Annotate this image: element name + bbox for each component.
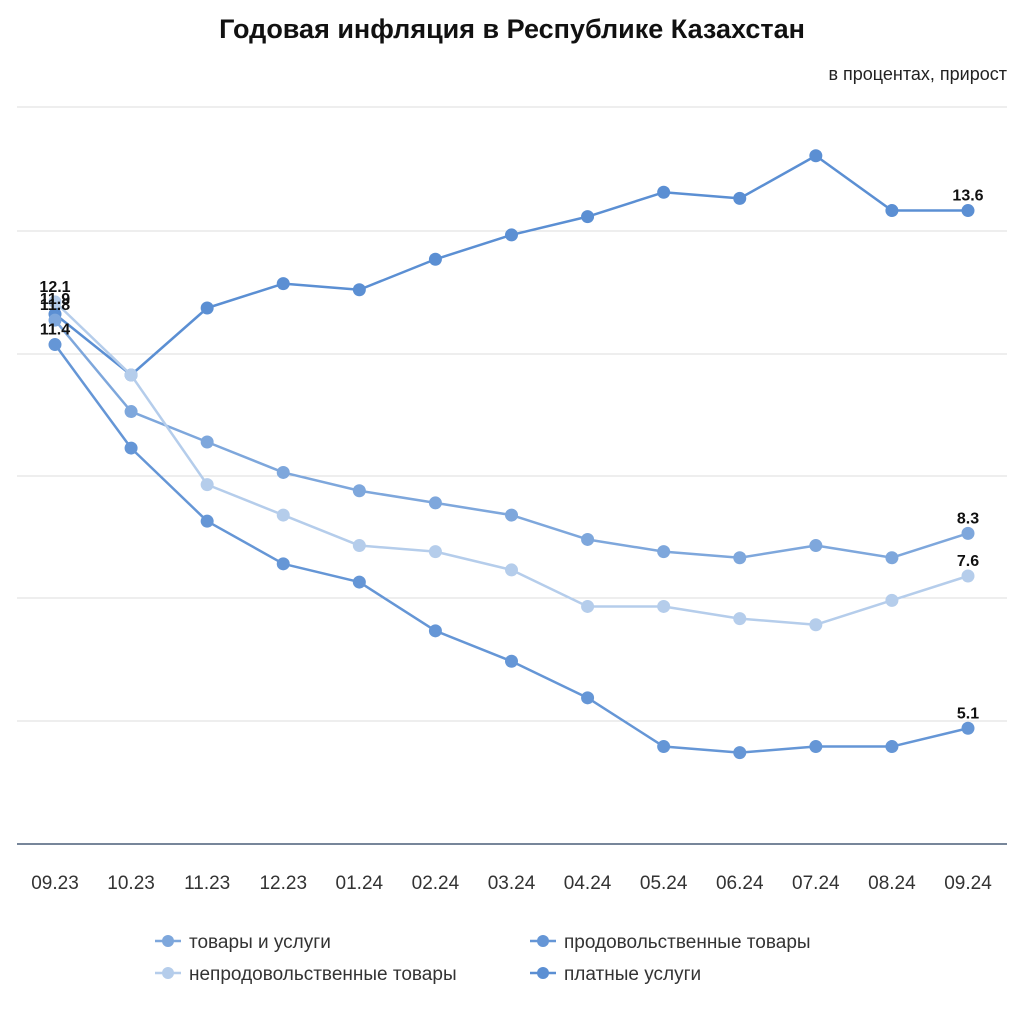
legend-label: непродовольственные товары	[189, 964, 457, 985]
data-point	[581, 599, 595, 613]
data-label: 8.3	[957, 510, 979, 527]
data-point	[428, 545, 442, 559]
x-tick-label: 04.24	[564, 873, 612, 894]
x-tick-label: 12.23	[259, 873, 307, 894]
data-point	[276, 508, 290, 522]
data-label: 11.9	[40, 291, 70, 308]
series-3	[48, 295, 975, 632]
chart-subtitle: в процентах, прирост	[828, 64, 1007, 84]
data-label: 13.6	[952, 188, 983, 205]
data-point	[733, 612, 747, 626]
data-point	[276, 557, 290, 571]
x-tick-label: 09.24	[944, 873, 992, 894]
data-point	[276, 277, 290, 291]
data-label: 7.6	[957, 553, 979, 570]
data-point	[657, 740, 671, 754]
data-point	[276, 465, 290, 479]
data-point	[505, 228, 518, 242]
x-tick-label: 10.23	[107, 873, 155, 894]
data-point	[200, 478, 214, 492]
data-point	[657, 545, 671, 559]
data-point	[961, 721, 975, 735]
data-label: 11.4	[40, 322, 70, 339]
series-line	[54, 154, 968, 377]
x-tick-label: 07.24	[792, 873, 840, 894]
data-point	[581, 210, 595, 224]
x-tick-label: 02.24	[412, 873, 460, 894]
series-group	[48, 149, 975, 760]
chart-title: Годовая инфляция в Республике Казахстан	[219, 14, 805, 44]
data-point	[657, 185, 671, 199]
data-point	[733, 746, 747, 760]
data-point	[733, 551, 747, 565]
data-point	[809, 149, 823, 163]
data-point	[885, 204, 899, 218]
x-tick-label: 03.24	[488, 873, 536, 894]
data-point	[352, 539, 366, 553]
x-tick-label: 05.24	[640, 873, 688, 894]
legend-item: продовольственные товары	[530, 932, 811, 953]
data-point	[428, 496, 442, 510]
legend-marker-icon	[537, 935, 549, 947]
data-point	[581, 532, 595, 546]
x-tick-label: 09.23	[31, 873, 79, 894]
data-point	[124, 405, 138, 419]
data-point	[428, 252, 442, 266]
x-tick-label: 08.24	[868, 873, 916, 894]
x-tick-label: 01.24	[336, 873, 384, 894]
data-point	[581, 691, 595, 705]
data-point	[505, 508, 518, 522]
legend-label: товары и услуги	[189, 932, 331, 953]
data-point	[657, 599, 671, 613]
data-point	[124, 441, 138, 455]
x-axis-ticks: 09.23 10.23 11.23 12.23 01.24 02.24 03.24 04.24…	[31, 873, 992, 894]
data-point	[352, 575, 366, 589]
data-point	[48, 313, 62, 327]
data-point	[885, 740, 899, 754]
grid-lines	[17, 106, 1007, 722]
legend-item: платные услуги	[530, 964, 701, 985]
data-label: 11.8	[40, 297, 70, 314]
x-tick-label: 11.23	[184, 873, 230, 894]
legend-label: продовольственные товары	[564, 932, 811, 953]
legend-marker-icon	[162, 935, 174, 947]
data-point	[352, 283, 366, 297]
series-4	[48, 338, 975, 760]
series-2	[48, 313, 975, 565]
data-point	[352, 484, 366, 498]
data-label: 12.1	[39, 279, 70, 296]
legend-marker-icon	[162, 967, 174, 979]
legend-item: непродовольственные товары	[155, 964, 457, 985]
data-point	[200, 435, 214, 449]
data-point	[809, 740, 823, 754]
legend-label: платные услуги	[564, 964, 701, 985]
data-point	[961, 526, 975, 540]
data-labels: 11.9 13.6 11.8 8.3 12.1 7.6 11.4 5.1	[39, 188, 983, 723]
legend: товары и услуги продовольственные товары н…	[155, 932, 811, 985]
legend-item: товары и услуги	[155, 932, 331, 953]
data-label: 5.1	[957, 705, 979, 722]
data-point	[809, 539, 823, 553]
data-point	[961, 204, 975, 218]
data-point	[809, 618, 823, 632]
data-point	[733, 191, 747, 205]
data-point	[124, 368, 138, 382]
x-tick-label: 06.24	[716, 873, 764, 894]
data-point	[961, 569, 975, 583]
series-1	[48, 149, 975, 382]
data-point	[505, 654, 518, 668]
series-line	[54, 319, 969, 559]
data-point	[200, 514, 214, 528]
data-point	[885, 593, 899, 607]
data-point	[200, 301, 214, 315]
data-point	[885, 551, 899, 565]
data-point	[505, 563, 518, 577]
data-point	[48, 295, 62, 309]
data-point	[428, 624, 442, 638]
data-point	[48, 338, 62, 352]
legend-marker-icon	[537, 967, 549, 979]
